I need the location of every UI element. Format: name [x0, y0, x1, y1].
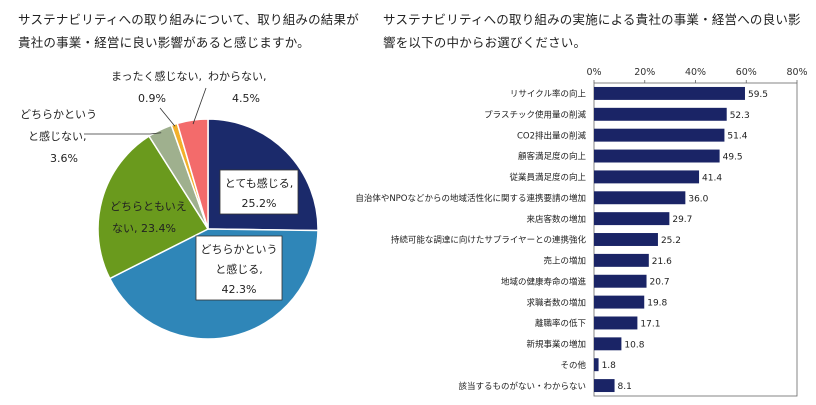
bar-6: [594, 212, 669, 225]
bar-value-label-4: 41.4: [702, 173, 722, 183]
bar-value-label-7: 25.2: [661, 236, 681, 246]
bar-value-label-0: 59.5: [748, 90, 768, 100]
bar-category-label-14: 該当するものがない・わからない: [458, 381, 586, 392]
bar-13: [594, 358, 599, 371]
bar-category-label-6: 来店客数の増加: [526, 214, 586, 225]
bar-value-label-10: 19.8: [647, 299, 667, 309]
bar-12: [594, 337, 621, 350]
bar-value-label-14: 8.1: [618, 382, 632, 392]
bar-3: [594, 150, 720, 163]
bar-category-label-10: 求職者数の増加: [526, 297, 586, 308]
bar-0: [594, 87, 745, 100]
bar-value-label-12: 10.8: [624, 340, 644, 350]
x-tick-label-4: 80%: [786, 67, 807, 78]
bar-value-label-1: 52.3: [730, 111, 750, 121]
bar-value-label-3: 49.5: [723, 153, 743, 163]
bar-value-label-5: 36.0: [688, 194, 708, 204]
bar-category-label-12: 新規事業の増加: [526, 339, 586, 350]
bar-value-label-13: 1.8: [602, 361, 617, 371]
x-tick-label-0: 0%: [586, 67, 601, 78]
bar-5: [594, 191, 685, 204]
bar-value-label-9: 20.7: [650, 278, 670, 288]
bar-value-label-11: 17.1: [640, 319, 660, 329]
bar-8: [594, 254, 649, 267]
bar-category-label-1: プラスチック使用量の削減: [484, 110, 586, 121]
bar-chart: 0% 20% 40% 60% 80% リサイクル率の向上 59.5 プラスチック使用量の削減 5…: [0, 0, 816, 405]
bar-category-label-11: 離職率の低下: [535, 318, 587, 329]
bar-value-label-2: 51.4: [727, 132, 747, 142]
bar-category-label-5: 自治体やNPOなどからの地域活性化に関する連携要請の増加: [355, 193, 586, 204]
bar-11: [594, 316, 637, 329]
bar-category-label-8: 売上の増加: [543, 256, 586, 267]
bar-category-label-13: その他: [560, 360, 586, 371]
x-tick-label-2: 40%: [685, 67, 706, 78]
bar-category-label-4: 従業員満足度の向上: [509, 172, 586, 183]
bar-2: [594, 129, 724, 142]
bar-4: [594, 170, 699, 183]
bar-value-label-8: 21.6: [652, 257, 672, 267]
bar-10: [594, 296, 644, 309]
bar-category-label-3: 顧客満足度の向上: [518, 151, 587, 162]
bar-14: [594, 379, 615, 392]
bar-category-label-7: 持続可能な調達に向けたサプライヤーとの連携強化: [391, 235, 587, 246]
bar-7: [594, 233, 658, 246]
bar-category-label-2: CO2排出量の削減: [517, 130, 587, 141]
bar-value-label-6: 29.7: [672, 215, 692, 225]
bar-category-label-0: リサイクル率の向上: [510, 89, 587, 100]
bar-category-label-9: 地域の健康寿命の増進: [501, 276, 587, 287]
x-tick-label-3: 60%: [736, 67, 757, 78]
bar-9: [594, 275, 647, 288]
bar-1: [594, 108, 727, 121]
x-tick-label-1: 20%: [634, 67, 655, 78]
